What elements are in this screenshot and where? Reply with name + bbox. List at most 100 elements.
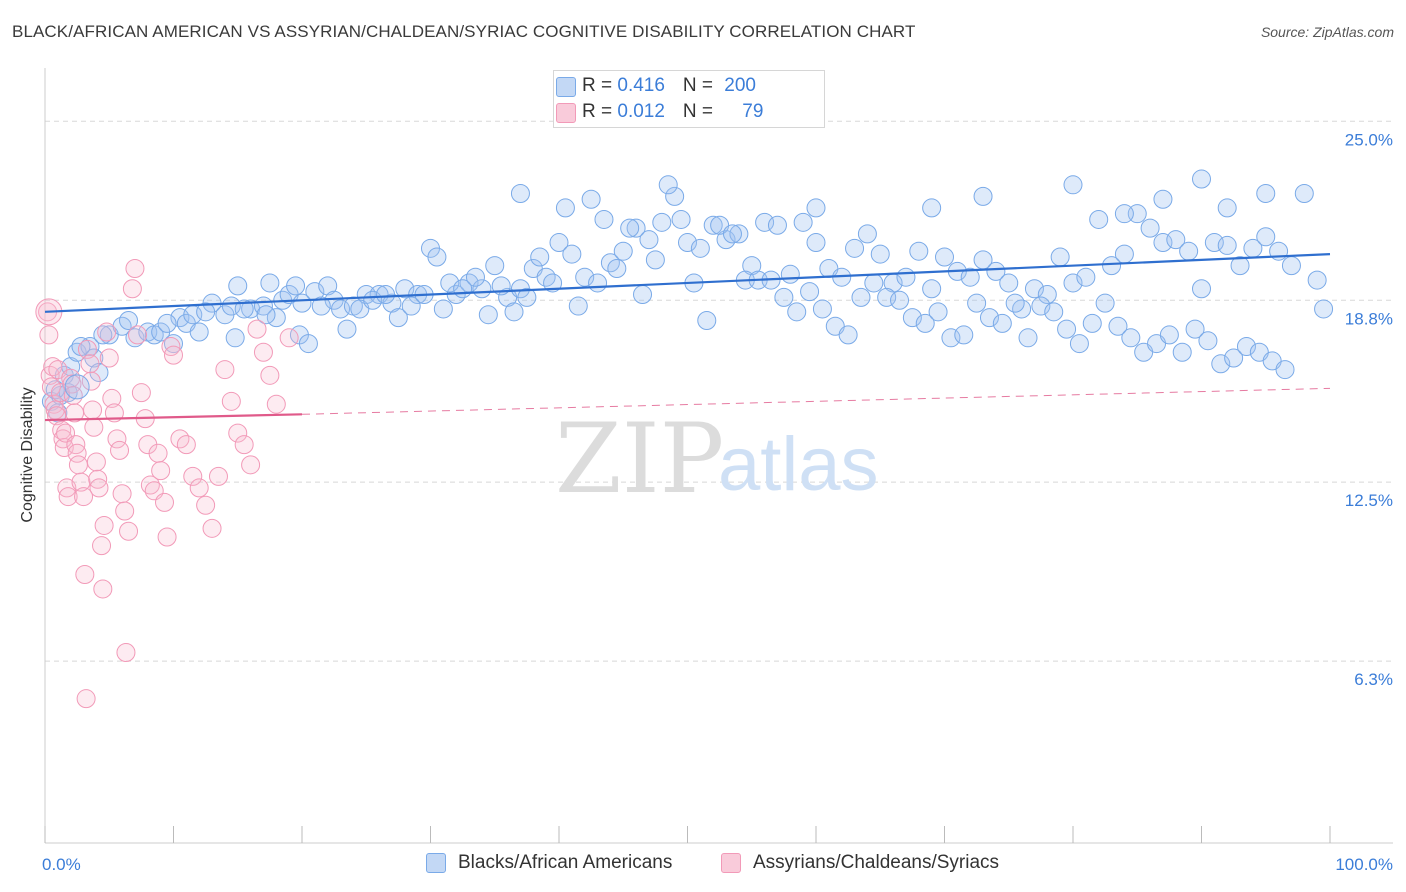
- point-blacks: [755, 212, 775, 232]
- point-blacks: [909, 241, 929, 261]
- point-blacks: [1121, 328, 1141, 348]
- point-blacks: [504, 302, 524, 322]
- point-blacks: [119, 310, 139, 330]
- legend-swatch-assyrians: [721, 853, 741, 873]
- point-assyrians: [63, 386, 83, 406]
- point-blacks: [1069, 334, 1089, 354]
- point-blacks: [1307, 270, 1327, 290]
- point-assyrians: [164, 345, 183, 365]
- data-points: [35, 169, 1334, 709]
- point-blacks: [1031, 296, 1051, 316]
- point-blacks: [986, 261, 1006, 281]
- point-blacks: [298, 334, 318, 354]
- point-blacks: [1153, 189, 1173, 209]
- point-blacks: [225, 328, 245, 348]
- point-blacks: [877, 287, 897, 307]
- point-blacks: [1044, 302, 1064, 322]
- point-blacks: [221, 296, 241, 316]
- point-blacks: [45, 380, 65, 400]
- point-blacks: [607, 259, 627, 279]
- point-assyrians: [253, 342, 273, 362]
- point-blacks: [337, 319, 357, 339]
- point-assyrians: [183, 466, 203, 486]
- point-blacks: [1114, 244, 1134, 264]
- point-assyrians: [260, 365, 280, 385]
- point-blacks: [703, 215, 723, 235]
- point-blacks: [806, 233, 826, 253]
- point-blacks: [928, 302, 948, 322]
- point-blacks: [363, 290, 383, 310]
- point-assyrians: [43, 357, 63, 377]
- point-blacks: [1114, 204, 1134, 224]
- r-label: R =: [582, 101, 618, 122]
- point-blacks: [620, 218, 640, 238]
- point-assyrians: [241, 455, 261, 475]
- point-blacks: [1230, 256, 1250, 276]
- point-blacks: [575, 267, 595, 287]
- point-blacks: [510, 183, 530, 203]
- point-assyrians: [155, 492, 175, 512]
- y-axis-label: Cognitive Disability: [19, 387, 36, 523]
- point-blacks: [864, 273, 884, 293]
- r-value: 0.416: [617, 75, 665, 96]
- point-blacks: [1217, 198, 1237, 218]
- point-assyrians: [247, 319, 267, 339]
- trend-line-blacks: [44, 252, 1331, 313]
- r-label: R =: [582, 75, 618, 96]
- x-tick-label: 0.0%: [42, 855, 81, 874]
- point-blacks: [1057, 319, 1077, 339]
- point-assyrians: [68, 455, 88, 475]
- point-blacks: [1204, 233, 1224, 253]
- point-assyrians: [102, 388, 122, 408]
- point-blacks: [639, 230, 659, 250]
- legend-label-blacks: Blacks/African Americans: [458, 852, 673, 873]
- point-blacks: [1140, 218, 1160, 238]
- point-blacks: [806, 198, 826, 218]
- point-blacks: [1108, 316, 1128, 336]
- point-blacks: [401, 296, 421, 316]
- point-blacks: [562, 244, 582, 264]
- point-assyrians: [83, 400, 103, 420]
- point-blacks: [1224, 348, 1244, 368]
- point-assyrians: [107, 429, 127, 449]
- point-blacks: [845, 238, 865, 258]
- point-blacks: [992, 313, 1012, 333]
- point-assyrians: [77, 339, 97, 359]
- point-blacks: [256, 305, 276, 325]
- point-assyrians: [97, 322, 117, 342]
- point-assyrians: [74, 487, 94, 507]
- n-value: 79: [742, 101, 764, 122]
- y-tick-label: 12.5%: [1345, 491, 1393, 510]
- point-blacks: [395, 279, 415, 299]
- point-blacks: [633, 285, 653, 305]
- point-blacks: [1063, 273, 1083, 293]
- stats-row-blacks: R = 0.416 N = 200: [556, 74, 756, 98]
- point-blacks: [1217, 235, 1237, 255]
- point-blacks: [800, 282, 820, 302]
- point-blacks: [331, 299, 351, 319]
- point-assyrians: [202, 518, 222, 538]
- point-blacks: [767, 215, 787, 235]
- point-blacks: [433, 299, 453, 319]
- point-blacks: [1211, 354, 1231, 374]
- point-blacks: [979, 308, 999, 328]
- point-blacks: [915, 313, 935, 333]
- point-blacks: [1256, 183, 1276, 203]
- point-blacks: [1102, 256, 1122, 276]
- point-blacks: [286, 276, 306, 296]
- point-blacks: [581, 189, 601, 209]
- point-blacks: [1050, 247, 1070, 267]
- point-blacks: [517, 287, 537, 307]
- legend-label-assyrians: Assyrians/Chaldeans/Syriacs: [753, 852, 1000, 873]
- point-blacks: [1256, 227, 1276, 247]
- point-blacks: [543, 273, 563, 293]
- point-assyrians: [58, 487, 78, 507]
- point-blacks: [851, 287, 871, 307]
- point-blacks: [465, 267, 485, 287]
- point-blacks: [125, 328, 145, 348]
- point-blacks: [1275, 360, 1295, 380]
- point-blacks: [1018, 328, 1038, 348]
- point-assyrians: [128, 325, 148, 345]
- watermark-zip: ZIP: [555, 403, 724, 515]
